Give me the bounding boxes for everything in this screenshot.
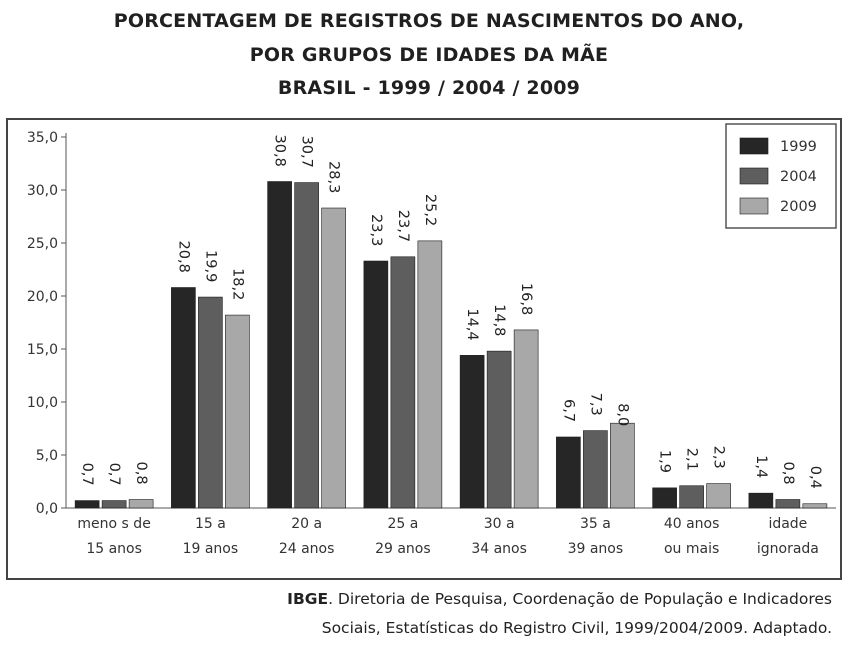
y-tick-label: 35,0 — [27, 130, 58, 146]
bar-value-label: 1,9 — [657, 450, 673, 473]
bar-value-label: 0,4 — [807, 466, 823, 489]
legend-label-2009: 2009 — [780, 199, 817, 215]
y-tick-label: 0,0 — [36, 501, 58, 517]
bar-2009 — [321, 207, 346, 509]
source-org: IBGE — [287, 590, 329, 608]
bar-2009 — [610, 422, 635, 509]
bar-2009 — [706, 483, 731, 509]
bar-value-label: 20,8 — [175, 241, 191, 273]
bar-value-label: 19,9 — [202, 250, 218, 282]
x-category-label: 30 a — [484, 516, 515, 532]
y-tick-label: 30,0 — [27, 183, 58, 199]
bar-1999 — [171, 287, 196, 509]
bar-1999 — [74, 500, 100, 509]
bar-1999 — [556, 436, 581, 509]
bar-value-label: 0,8 — [780, 462, 796, 485]
x-category-label: 24 anos — [279, 541, 335, 557]
bar-value-label: 0,8 — [133, 462, 149, 485]
x-category-label: 34 anos — [471, 541, 527, 557]
bar-value-label: 18,2 — [229, 268, 245, 300]
legend-swatch-2004 — [739, 167, 769, 185]
x-category-label: 15 a — [195, 516, 226, 532]
x-category-label: ou mais — [664, 541, 719, 557]
source-line-1: IBGE. Diretoria de Pesquisa, Coordenação… — [287, 590, 832, 608]
chart-title-line-2: POR GRUPOS DE IDADES DA MÃE — [249, 44, 609, 66]
x-category-label: idade — [768, 516, 807, 532]
chart-title-line-3: BRASIL - 1999 / 2004 / 2009 — [277, 77, 581, 99]
legend-label-1999: 1999 — [780, 139, 817, 155]
bar-value-label: 25,2 — [422, 194, 438, 226]
bar-2004 — [775, 499, 801, 509]
x-category-label: 25 a — [387, 516, 418, 532]
x-category-label: 35 a — [580, 516, 611, 532]
x-category-label: 15 anos — [86, 541, 142, 557]
bar-1999 — [748, 492, 774, 509]
bar-2004 — [486, 350, 512, 509]
bar-value-label: 23,3 — [368, 214, 384, 246]
bar-2004 — [390, 256, 416, 509]
bar-value-label: 28,3 — [326, 161, 342, 193]
bar-value-label: 14,4 — [464, 308, 480, 340]
bar-value-label: 0,7 — [79, 463, 95, 486]
source-line-1-text: . Diretoria de Pesquisa, Coordenação de … — [328, 590, 832, 608]
bar-2009 — [417, 240, 443, 509]
x-category-label: 20 a — [291, 516, 322, 532]
bar-1999 — [459, 355, 485, 509]
x-category-label: meno s de — [77, 516, 150, 532]
legend-swatch-1999 — [739, 137, 769, 155]
x-category-label: 39 anos — [568, 541, 624, 557]
bar-2004 — [679, 485, 704, 509]
bar-2009 — [802, 503, 828, 509]
y-tick-label: 25,0 — [27, 236, 58, 252]
bar-1999 — [652, 487, 677, 509]
x-category-label: 40 anos — [664, 516, 720, 532]
bar-2004 — [294, 182, 319, 509]
chart-title-line-1: PORCENTAGEM DE REGISTROS DE NASCIMENTOS … — [113, 10, 745, 32]
x-category-label: ignorada — [757, 541, 819, 557]
y-tick-label: 10,0 — [27, 395, 58, 411]
bar-2009 — [128, 499, 154, 509]
bar-value-label: 2,1 — [684, 448, 700, 471]
bar-2004 — [198, 296, 223, 509]
legend-swatch-2009 — [739, 197, 769, 215]
y-tick-label: 20,0 — [27, 289, 58, 305]
bar-2009 — [225, 314, 250, 509]
bar-value-label: 2,3 — [711, 446, 727, 469]
bar-2004 — [583, 430, 608, 509]
bar-value-label: 6,7 — [560, 399, 576, 422]
legend-label-2004: 2004 — [780, 169, 817, 185]
bar-value-label: 1,4 — [753, 455, 769, 478]
y-tick-label: 5,0 — [36, 448, 58, 464]
bar-value-label: 0,7 — [106, 463, 122, 486]
bar-1999 — [363, 260, 389, 509]
bar-value-label: 30,8 — [272, 135, 288, 167]
x-category-label: 29 anos — [375, 541, 431, 557]
y-tick-label: 15,0 — [27, 342, 58, 358]
bar-value-label: 16,8 — [518, 283, 534, 315]
bar-2009 — [513, 329, 539, 509]
bar-1999 — [267, 181, 292, 509]
bar-value-label: 23,7 — [395, 210, 411, 242]
bar-2004 — [101, 500, 127, 509]
bar-value-label: 14,8 — [491, 304, 507, 336]
source-line-2: Sociais, Estatísticas do Registro Civil,… — [321, 619, 832, 637]
bar-value-label: 7,3 — [587, 393, 603, 416]
bar-value-label: 8,0 — [614, 403, 630, 426]
bar-value-label: 30,7 — [299, 136, 315, 168]
x-category-label: 19 anos — [183, 541, 239, 557]
